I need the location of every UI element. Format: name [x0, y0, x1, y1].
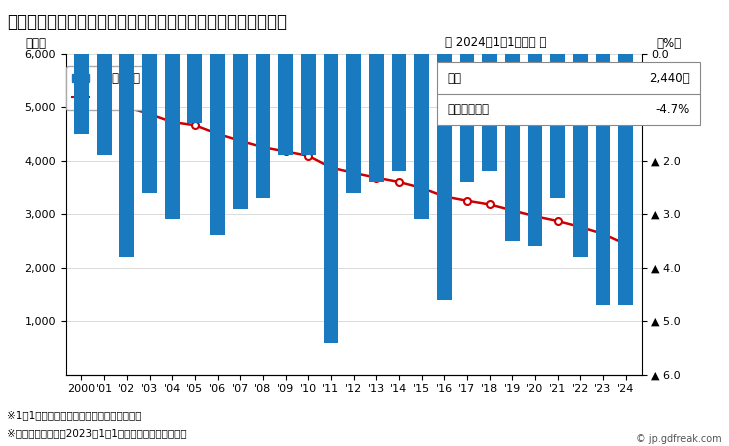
Bar — [505, 54, 520, 241]
Bar — [142, 54, 157, 193]
Bar — [165, 54, 179, 219]
Bar — [233, 54, 248, 209]
Text: © jp.gdfreak.com: © jp.gdfreak.com — [636, 434, 722, 444]
Bar — [459, 54, 475, 182]
Bar — [483, 54, 497, 171]
Text: 2,440人: 2,440人 — [649, 71, 690, 85]
Text: （%）: （%） — [657, 37, 682, 50]
Bar — [97, 54, 112, 155]
Text: 対前年増減率: 対前年増減率 — [448, 103, 490, 116]
Legend: 対前年増加率, 人口: 対前年増加率, 人口 — [66, 66, 147, 110]
Text: 上砂川町の人口の推移　（住民基本台帳ベース、日本人住民）: 上砂川町の人口の推移 （住民基本台帳ベース、日本人住民） — [7, 13, 287, 31]
Text: -4.7%: -4.7% — [655, 103, 690, 116]
Bar — [618, 54, 633, 305]
Bar — [414, 54, 429, 219]
Bar — [573, 54, 588, 257]
Bar — [120, 54, 134, 257]
Bar — [369, 54, 383, 182]
Text: ※市区町村の場合は2023年1月1日時点の市区町村境界。: ※市区町村の場合は2023年1月1日時点の市区町村境界。 — [7, 428, 187, 438]
Text: （人）: （人） — [26, 37, 47, 50]
Bar — [528, 54, 542, 246]
Bar — [550, 54, 565, 198]
Bar — [324, 54, 338, 343]
Bar — [278, 54, 293, 155]
Bar — [346, 54, 361, 193]
Bar — [301, 54, 316, 155]
Bar — [437, 54, 452, 300]
FancyBboxPatch shape — [437, 62, 700, 125]
Text: 人口: 人口 — [448, 71, 462, 85]
Bar — [187, 54, 202, 123]
Bar — [74, 54, 89, 134]
Text: 【 2024年1月1日時点 】: 【 2024年1月1日時点 】 — [445, 36, 546, 49]
Bar — [255, 54, 270, 198]
Bar — [210, 54, 225, 235]
Bar — [596, 54, 610, 305]
Bar — [391, 54, 406, 171]
Text: ※1月1日時点の外国人を除く日本人住民口。: ※1月1日時点の外国人を除く日本人住民口。 — [7, 410, 141, 420]
